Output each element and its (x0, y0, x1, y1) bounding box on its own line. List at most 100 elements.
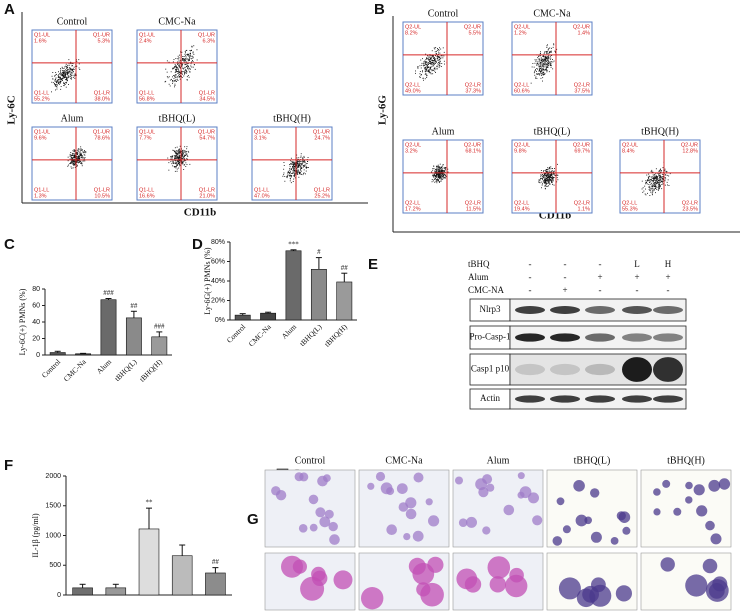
event-dot (545, 56, 547, 58)
event-dot (164, 81, 166, 83)
event-dot (289, 177, 291, 179)
event-dot (185, 50, 187, 51)
event-dot (641, 188, 643, 190)
event-dot (544, 61, 546, 63)
event-dot (542, 63, 544, 65)
event-dot (426, 77, 428, 78)
event-dot (189, 67, 191, 69)
event-dot (292, 170, 294, 172)
cell (693, 484, 705, 496)
event-dot (433, 179, 435, 180)
event-dot (181, 64, 183, 66)
cell (458, 518, 468, 527)
event-dot (179, 156, 181, 158)
event-dot (427, 55, 429, 57)
lane-sign: - (564, 272, 567, 282)
event-dot (440, 177, 442, 179)
event-dot (56, 86, 58, 88)
quadrant-value: 78.6% (94, 135, 110, 141)
event-dot (74, 162, 76, 163)
event-dot (57, 82, 59, 84)
event-dot (432, 59, 434, 61)
event-dot (538, 181, 540, 183)
event-dot (82, 152, 84, 154)
event-dot (652, 171, 654, 173)
event-dot (427, 70, 429, 72)
event-dot (69, 75, 71, 77)
cell (408, 557, 426, 575)
quadrant-value: 69.7% (574, 148, 590, 154)
event-dot (547, 53, 549, 55)
event-dot (536, 64, 538, 66)
event-dot (67, 66, 68, 68)
event-dot (191, 45, 193, 47)
event-dot (74, 75, 76, 76)
band (622, 395, 652, 403)
event-dot (442, 176, 443, 177)
quadrant-value: 1.2% (514, 30, 527, 36)
event-dot (70, 63, 72, 64)
event-dot (290, 163, 292, 165)
quadrant-value: 6.3% (202, 38, 215, 44)
panel-label: F (4, 457, 13, 474)
event-dot (436, 58, 438, 60)
event-dot (67, 75, 69, 77)
event-dot (440, 48, 442, 50)
event-dot (66, 71, 67, 73)
event-dot (431, 64, 433, 66)
x-tick-label: Alum (95, 357, 114, 376)
event-dot (305, 166, 307, 168)
event-dot (284, 176, 286, 177)
x-tick-label: Control (225, 322, 248, 345)
event-dot (184, 160, 185, 162)
event-dot (545, 182, 547, 184)
event-dot (292, 166, 294, 168)
event-dot (289, 164, 290, 166)
event-dot (185, 59, 186, 61)
event-dot (545, 68, 547, 70)
event-dot (543, 173, 545, 175)
event-dot (65, 82, 67, 84)
quadrant-value: 1.4% (577, 30, 590, 36)
plot-frame (31, 29, 113, 104)
event-dot (549, 178, 550, 180)
event-dot (666, 174, 668, 176)
event-dot (429, 63, 431, 64)
event-dot (172, 68, 173, 70)
event-dot (547, 180, 548, 182)
event-dot (183, 157, 184, 159)
event-dot (68, 68, 70, 70)
error-bar (341, 272, 348, 282)
event-dot (70, 74, 72, 76)
event-dot (187, 63, 189, 65)
event-dot (544, 178, 546, 180)
event-dot (430, 62, 432, 64)
event-dot (73, 163, 75, 165)
cell (705, 520, 715, 531)
event-dot (655, 176, 657, 178)
event-dot (74, 160, 76, 162)
event-dot (63, 74, 65, 76)
event-dot (436, 178, 438, 180)
event-dot (427, 65, 428, 66)
bar (260, 312, 277, 321)
event-dot (536, 61, 538, 63)
event-dot (289, 166, 291, 168)
event-dot (300, 168, 301, 170)
event-dot (186, 59, 188, 61)
event-dot (443, 176, 445, 178)
event-dot (179, 61, 181, 63)
event-dot (659, 177, 661, 179)
event-dot (179, 158, 181, 160)
event-dot (174, 85, 176, 86)
event-dot (544, 182, 545, 184)
event-dot (652, 180, 653, 182)
event-dot (78, 157, 79, 159)
quadrant-name: Q1-LL (34, 187, 49, 193)
quadrant-value: 17.2% (405, 206, 421, 212)
event-dot (425, 53, 427, 55)
event-dot (68, 164, 69, 166)
event-dot (539, 180, 541, 182)
event-dot (64, 83, 65, 84)
event-dot (76, 162, 78, 163)
